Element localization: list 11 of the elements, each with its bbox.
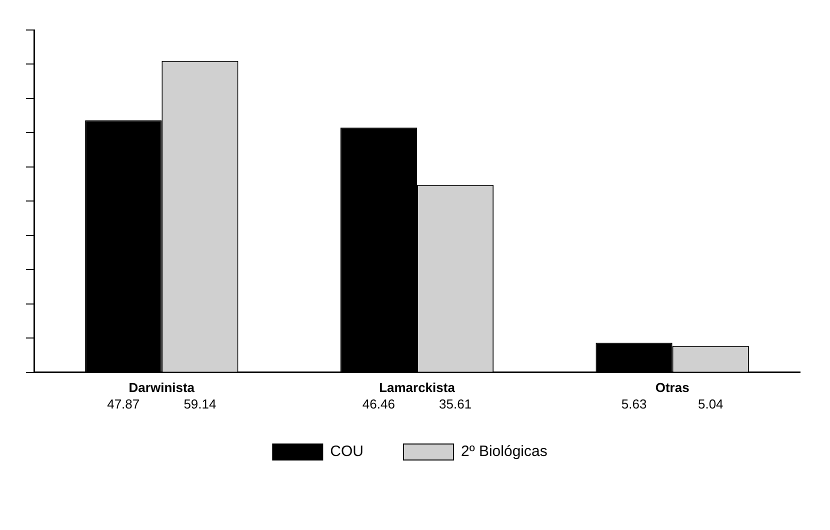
data-label: 47.87 [107,396,140,412]
legend-label: 2º Biológicas [460,443,548,460]
x-tick-label: Lamarckista [379,380,456,395]
x-tick-label: Otras [655,380,690,395]
x-tick-label: Darwinista [128,380,196,395]
data-label: 5.63 [621,396,647,412]
data-label: 35.61 [439,396,472,412]
data-label: 46.46 [362,396,395,412]
data-label: 59.14 [184,396,216,412]
data-label: 5.04 [698,396,724,412]
legend-label: COU [330,443,364,460]
